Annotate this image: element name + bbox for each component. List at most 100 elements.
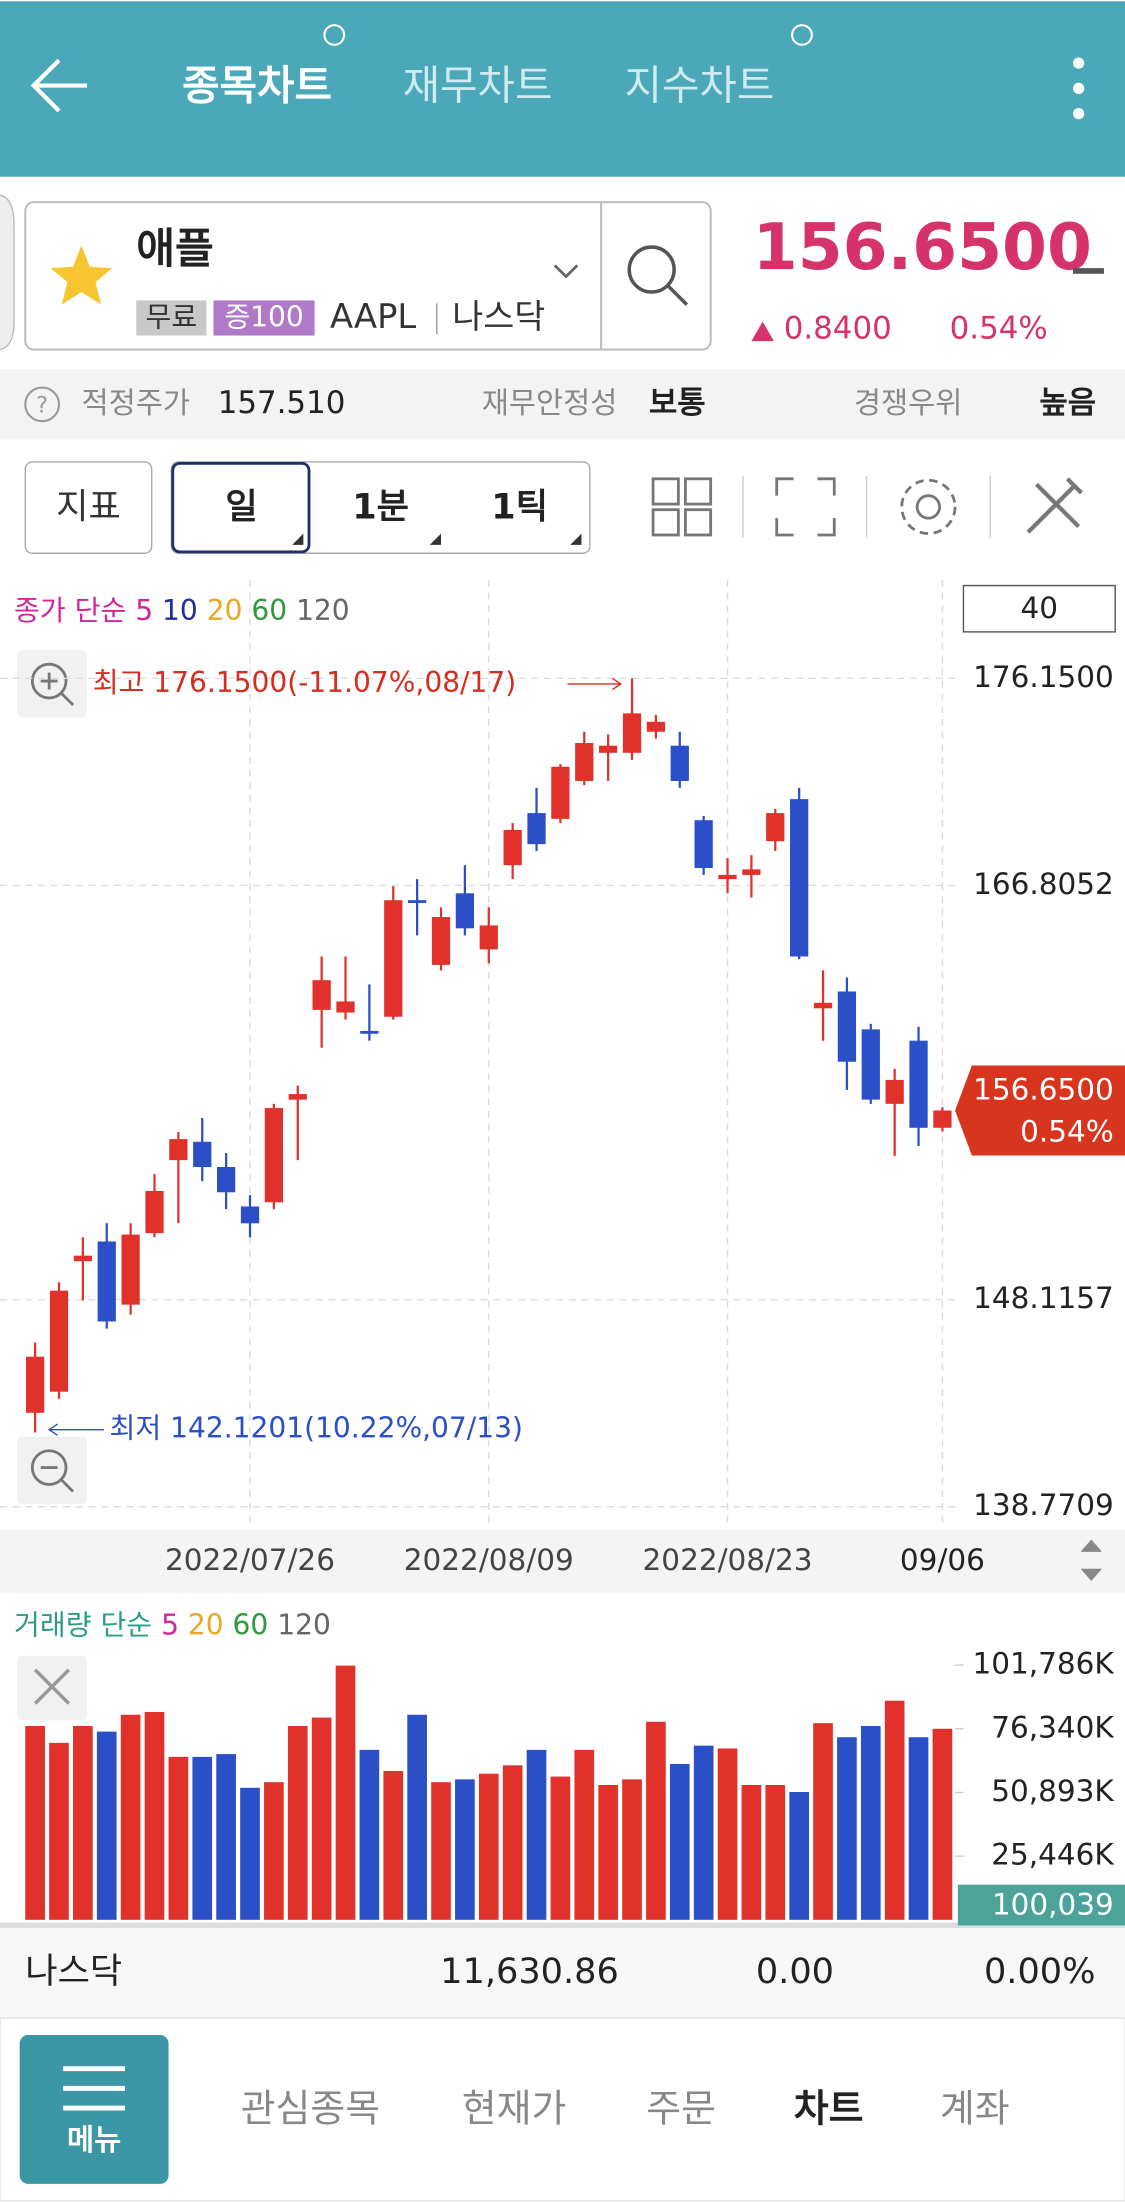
y-tick-label: 25,446K — [991, 1838, 1114, 1872]
volume-bar — [240, 1787, 260, 1920]
volume-bar — [622, 1779, 642, 1920]
volume-bar — [335, 1665, 356, 1920]
more-button[interactable] — [1073, 57, 1085, 120]
volume-bar — [789, 1792, 809, 1920]
scroll-icon[interactable] — [1080, 1539, 1102, 1581]
volume-bar — [168, 1756, 189, 1920]
y-tick-label: 138.7709 — [973, 1488, 1114, 1522]
y-tick-label: 50,893K — [991, 1774, 1114, 1808]
legend-period: 60 — [251, 594, 287, 627]
help-icon[interactable] — [24, 386, 61, 423]
period[interactable]: 1분 — [352, 486, 409, 527]
nav-item[interactable]: 주문 — [646, 2086, 716, 2130]
current-volume-bg — [957, 1884, 1125, 1926]
search-button[interactable] — [627, 245, 689, 306]
volume-bar — [813, 1723, 833, 1920]
volume-bar — [502, 1765, 523, 1920]
candle-body — [312, 980, 331, 1010]
candle-body — [455, 893, 475, 929]
index-row — [0, 1928, 1125, 2019]
candle-body — [646, 721, 666, 732]
volume-bar — [741, 1784, 762, 1920]
volume-bar — [407, 1714, 427, 1920]
price-dash — [1073, 268, 1104, 274]
last-price: 156.6500 — [973, 1072, 1114, 1106]
y-tick-label: 176.1500 — [973, 660, 1114, 694]
nav-item[interactable]: 차트 — [794, 2086, 864, 2130]
up-triangle — [751, 321, 774, 342]
volume-bar — [837, 1737, 857, 1920]
period[interactable]: 일 — [225, 486, 257, 527]
indicator-button[interactable] — [24, 461, 153, 554]
badge-bg — [136, 300, 207, 336]
fullscreen-button[interactable] — [775, 477, 836, 537]
x-tick-label: 09/06 — [900, 1543, 985, 1577]
count-box[interactable] — [962, 584, 1116, 633]
stock-name: 애플 — [136, 224, 214, 273]
tab[interactable]: 종목차트 — [182, 61, 332, 109]
volume-bar — [73, 1725, 93, 1920]
price: 156.6500 — [753, 210, 1092, 285]
candle-body — [766, 813, 785, 842]
high-arrow — [567, 677, 623, 691]
tools-button[interactable] — [1026, 477, 1083, 534]
volume-bar — [526, 1749, 547, 1920]
zoom-out[interactable] — [16, 1436, 88, 1505]
volume-bar — [860, 1725, 881, 1920]
favorite-star[interactable] — [50, 245, 113, 305]
info-value: 높음 — [1039, 385, 1096, 421]
close-volume[interactable] — [16, 1655, 88, 1721]
candle-body — [575, 743, 594, 781]
candle-body — [622, 713, 642, 753]
candle-body — [479, 925, 498, 950]
nav-item[interactable]: 현재가 — [462, 2086, 567, 2130]
candle-body — [933, 1110, 952, 1128]
layout-button[interactable] — [651, 477, 713, 537]
nav-item[interactable]: 계좌 — [940, 2086, 1010, 2130]
candle-body — [527, 813, 546, 845]
volume-bar — [49, 1742, 69, 1920]
candle-body — [599, 745, 618, 753]
nav-item[interactable]: 관심종목 — [241, 2086, 381, 2130]
candle-body — [909, 1040, 928, 1128]
candle-body — [264, 1108, 284, 1203]
count-label: 40 — [1021, 591, 1059, 625]
period-corner — [292, 533, 582, 545]
date-axis-strip — [0, 1529, 1125, 1593]
settings-button[interactable] — [900, 478, 957, 535]
index-change-pct: 0.00% — [984, 1951, 1096, 1992]
volume-bar — [717, 1748, 738, 1920]
candle-body — [694, 820, 713, 869]
legend-period: 10 — [162, 594, 198, 627]
volume-bar — [908, 1737, 929, 1920]
tab[interactable]: 재무차트 — [403, 61, 553, 109]
candle-body — [861, 1029, 880, 1100]
volume-bar — [669, 1763, 690, 1920]
candle-body — [790, 799, 809, 957]
indicator-label: 지표 — [56, 486, 121, 527]
low-annotation: 최저 142.1201(10.22%,07/13) — [110, 1412, 523, 1445]
info-label: 재무안정성 — [482, 386, 618, 420]
current-volume: 100,039 — [992, 1887, 1114, 1921]
legend: 종가 단순 5 10 20 60 120 — [14, 594, 350, 627]
volume-bar — [431, 1782, 451, 1920]
candle-body — [718, 874, 737, 880]
back-button[interactable] — [30, 58, 88, 113]
volume-bar — [884, 1700, 905, 1920]
legend-label: 거래량 단순 — [14, 1608, 152, 1641]
info-value: 보통 — [649, 385, 706, 421]
legend-period: 120 — [296, 594, 350, 627]
period[interactable]: 1틱 — [491, 486, 548, 527]
candle-body — [25, 1356, 45, 1413]
candle-body — [670, 745, 689, 781]
zoom-in[interactable] — [16, 650, 88, 718]
volume-bar — [311, 1717, 332, 1920]
period-selected[interactable] — [171, 461, 311, 554]
dropdown-arrow[interactable] — [553, 264, 579, 279]
candle-body — [145, 1190, 164, 1234]
volume-bar — [144, 1711, 165, 1920]
header-bar — [0, 1, 1125, 177]
change-pct: 0.54% — [950, 310, 1048, 346]
candle-body — [360, 1030, 379, 1034]
tab[interactable]: 지수차트 — [625, 61, 775, 109]
